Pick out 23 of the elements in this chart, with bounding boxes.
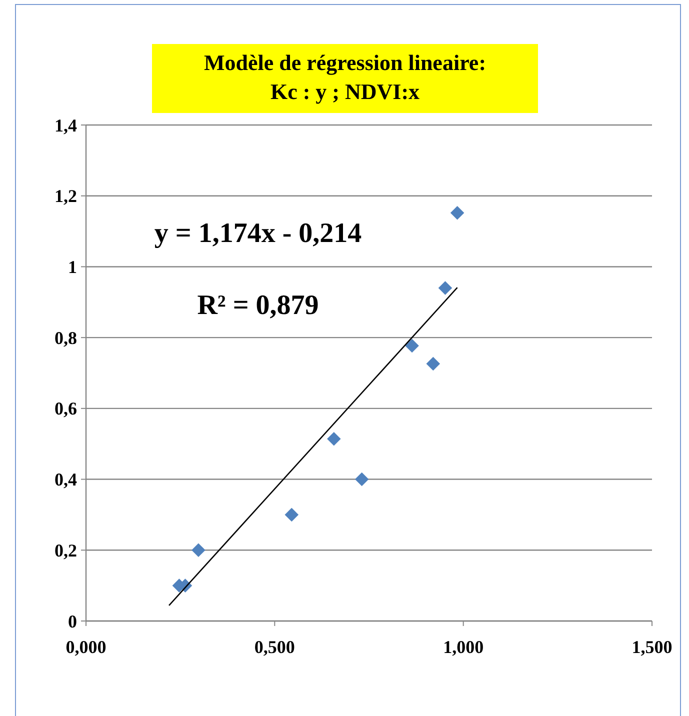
point — [438, 281, 452, 295]
y-tick-label: 1,4 — [54, 115, 77, 136]
y-tick-label: 0,8 — [54, 328, 77, 348]
y-tick-label: 1,2 — [54, 186, 77, 206]
chart-title: Modèle de régression lineaire: Kc : y ; NDVI:x — [204, 50, 486, 104]
point — [354, 472, 369, 486]
x-tick-label: 1,000 — [443, 637, 484, 657]
x-tick-label: 1,500 — [632, 637, 672, 657]
point — [192, 543, 206, 558]
point — [426, 356, 440, 371]
y-tick-label: 0,4 — [54, 470, 77, 490]
annotation: R² = 0,879 — [197, 290, 319, 321]
x-tick-label: 0,000 — [66, 637, 106, 657]
y-tick-label: 0,2 — [54, 540, 77, 560]
point — [405, 338, 419, 353]
annotation: y = 1,174x - 0,214 — [154, 218, 362, 249]
y-tick-label: 0,6 — [54, 398, 77, 419]
y-tick-label: 0 — [68, 611, 77, 632]
y-tick-label: 1 — [68, 257, 77, 278]
point — [327, 432, 341, 446]
x-tick-label: 0,500 — [254, 637, 295, 657]
point — [284, 508, 299, 522]
point — [450, 206, 464, 220]
